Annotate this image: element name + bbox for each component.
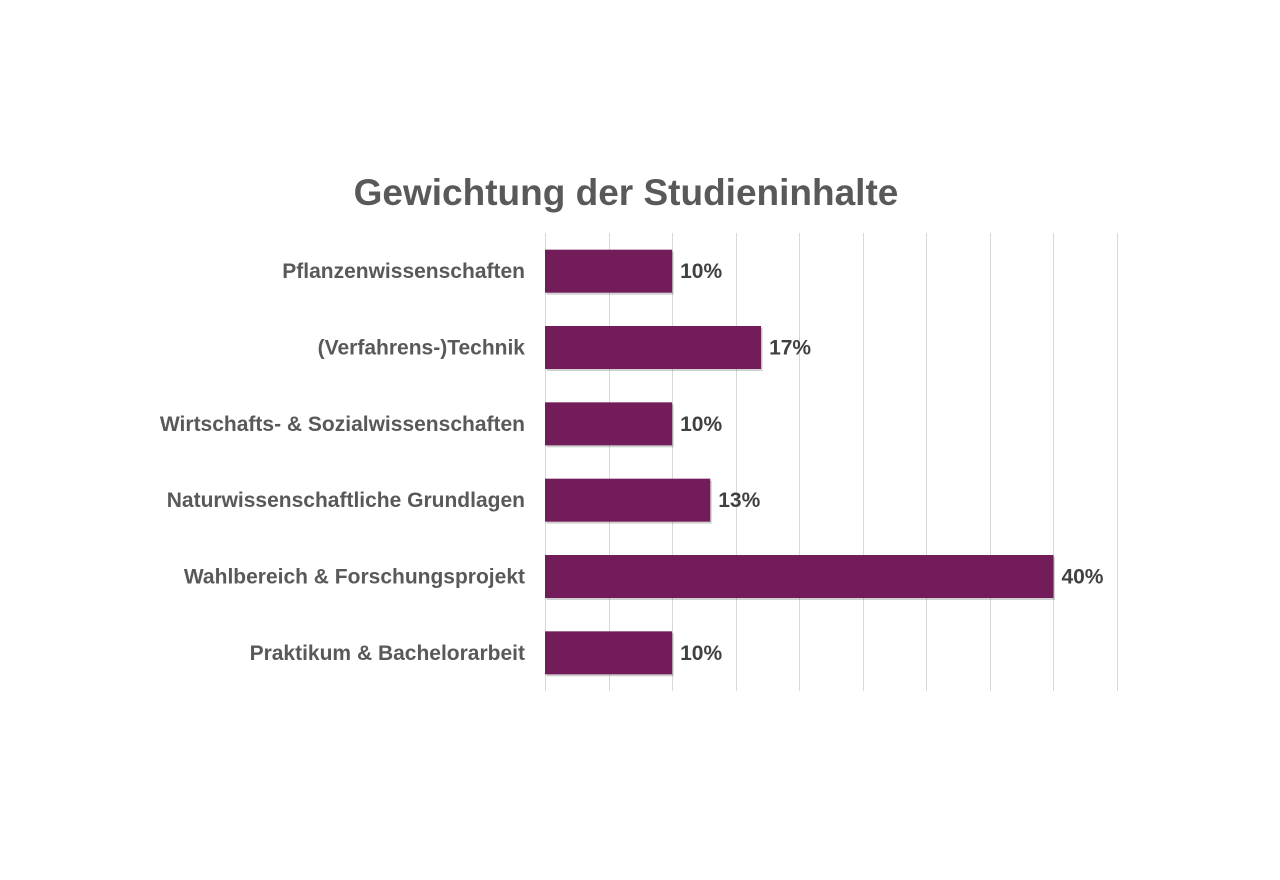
data-label: 10% [680,413,722,436]
bar [545,249,673,293]
bars [545,249,1055,677]
data-label: 13% [718,489,760,512]
category-label: Wirtschafts- & Sozialwissenschaften [160,413,525,436]
chart-title: Gewichtung der Studieninhalte [354,172,899,213]
data-label: 40% [1061,566,1103,589]
category-labels: Pflanzenwissenschaften (Verfahrens-)Techn… [160,260,525,665]
data-label: 17% [769,337,811,360]
category-label: (Verfahrens-)Technik [318,337,526,360]
category-label: Pflanzenwissenschaften [282,260,525,283]
gridlines [545,233,1118,691]
category-label: Praktikum & Bachelorarbeit [250,642,525,665]
bar [545,402,673,446]
category-label: Naturwissenschaftliche Grundlagen [167,489,525,512]
bar [545,555,1054,598]
category-label: Wahlbereich & Forschungsprojekt [184,566,525,589]
bar [545,326,762,369]
bar [545,631,673,675]
data-labels: 10% 17% 10% 13% 40% 10% [680,260,1104,665]
bar [545,478,711,522]
data-label: 10% [680,260,722,283]
data-label: 10% [680,642,722,665]
